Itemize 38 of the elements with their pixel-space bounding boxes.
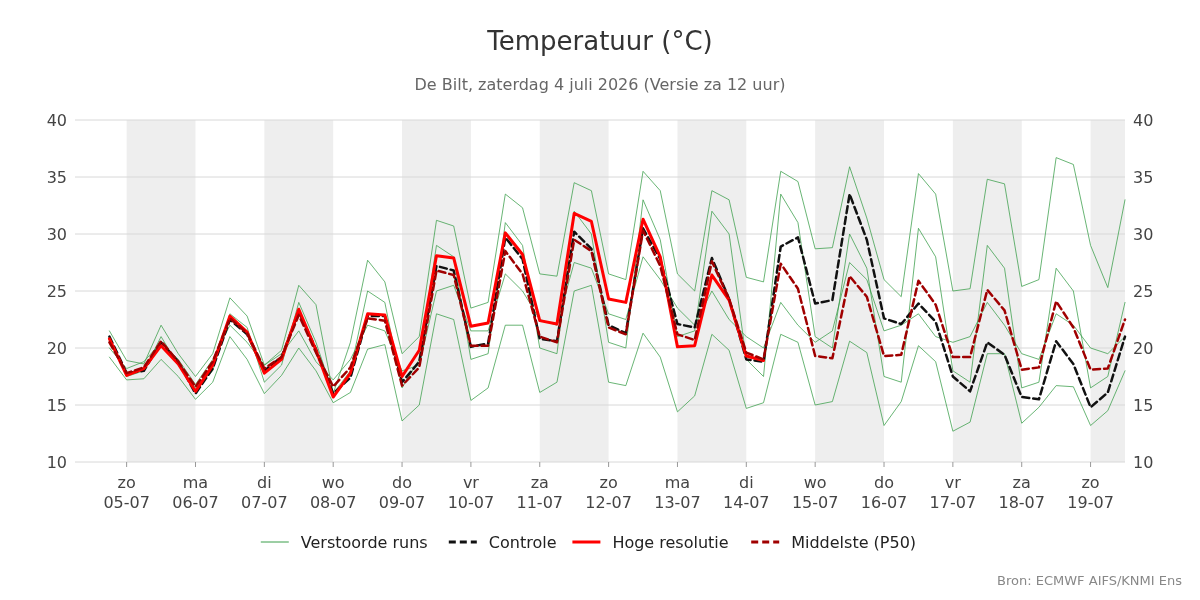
y2-tick-label: 15 xyxy=(1133,395,1154,415)
chart-subtitle: De Bilt, zaterdag 4 juli 2026 (Versie za 12 uur) xyxy=(414,75,786,94)
y-tick-label: 30 xyxy=(46,224,67,244)
y2-tick-label: 10 xyxy=(1133,452,1154,472)
line-series xyxy=(108,229,1127,389)
legend-label: Controle xyxy=(488,532,557,552)
x-tick-label: zo 19-07 xyxy=(1067,473,1114,512)
legend-label: Verstoorde runs xyxy=(300,532,428,552)
x-tick-label: vr 17-07 xyxy=(929,473,977,512)
y2-tick-label: 20 xyxy=(1133,338,1154,358)
x-tick-label: ma 13-07 xyxy=(654,473,701,512)
text: Bron: ECMWF AIFS/KNMI Ens xyxy=(997,573,1183,588)
x-tick-label: wo 15-07 xyxy=(791,473,839,512)
x-tick-label: wo 08-07 xyxy=(309,473,357,512)
chart-title: Temperatuur (°C) xyxy=(486,26,713,56)
y2-tick-label: 35 xyxy=(1133,167,1154,187)
x-tick-label: di 07-07 xyxy=(241,473,288,512)
x-tick-label: zo 05-07 xyxy=(103,473,150,512)
y-tick-label: 25 xyxy=(46,281,67,301)
line-series xyxy=(108,284,1126,432)
y-tick-label: 40 xyxy=(46,110,67,130)
legend-label: Hoge resolutie xyxy=(612,532,729,552)
x-tick-label: zo 12-07 xyxy=(585,473,632,512)
x-tick-label: do 16-07 xyxy=(860,473,908,512)
x-tick-label: do 09-07 xyxy=(378,473,426,512)
y2-tick-label: 30 xyxy=(1133,224,1154,244)
x-tick-label: ma 06-07 xyxy=(172,473,219,512)
x-tick-label: di 14-07 xyxy=(723,473,770,512)
y-tick-label: 15 xyxy=(46,395,67,415)
y-tick-label: 20 xyxy=(46,338,67,358)
x-tick-label: vr 10-07 xyxy=(447,473,495,512)
legend-label: Middelste (P50) xyxy=(791,532,917,552)
y2-tick-label: 40 xyxy=(1133,110,1154,130)
y2-tick-label: 25 xyxy=(1133,281,1154,301)
x-tick-label: za 11-07 xyxy=(516,473,563,512)
x-tick-label: za 18-07 xyxy=(998,473,1045,512)
y-tick-label: 10 xyxy=(46,452,67,472)
y-tick-label: 35 xyxy=(46,167,67,187)
